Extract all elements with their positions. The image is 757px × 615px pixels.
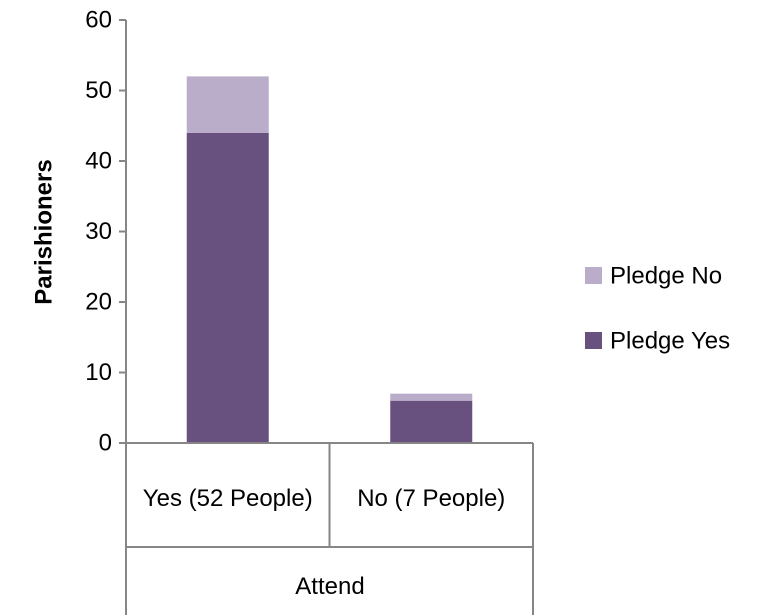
legend-swatch-pledge-yes — [585, 332, 602, 349]
y-tick-label: 50 — [85, 77, 112, 104]
x-group-label: Attend — [295, 573, 364, 600]
x-category-label: No (7 People) — [357, 485, 505, 512]
bars — [186, 76, 473, 444]
x-category-label: Yes (52 People) — [143, 485, 313, 512]
bar-pledge-yes-2 — [390, 400, 473, 443]
bar-pledge-no-1 — [186, 76, 269, 133]
y-tick-label: 40 — [85, 148, 112, 175]
y-tick-label: 60 — [85, 7, 112, 34]
y-tick-label: 0 — [99, 430, 112, 457]
y-axis: 0 10 20 30 40 50 60 — [85, 7, 127, 457]
y-tick-label: 10 — [85, 359, 112, 386]
legend-swatch-pledge-no — [585, 267, 602, 284]
bar-pledge-yes-1 — [186, 132, 269, 444]
legend-label-pledge-no: Pledge No — [610, 263, 722, 290]
y-axis-title: Parishioners — [30, 159, 57, 304]
bar-pledge-no-2 — [390, 393, 473, 401]
y-tick-label: 30 — [85, 218, 112, 245]
x-axis: Yes (52 People) No (7 People) — [125, 442, 534, 615]
y-tick-label: 20 — [85, 289, 112, 316]
legend: Pledge No Pledge Yes — [585, 263, 730, 355]
legend-label-pledge-yes: Pledge Yes — [610, 328, 730, 355]
